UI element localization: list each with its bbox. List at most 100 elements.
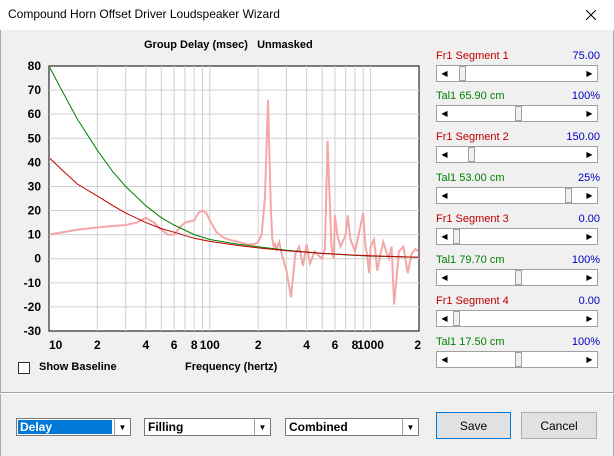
- scroll-right-icon[interactable]: ▶: [586, 69, 593, 78]
- scroll-left-icon[interactable]: ◀: [441, 69, 448, 78]
- segment-label: Tal1 65.90 cm: [436, 90, 505, 102]
- scroll-right-icon[interactable]: ▶: [586, 273, 593, 282]
- scroll-left-icon[interactable]: ◀: [441, 355, 448, 364]
- x-tick-label: 8: [191, 338, 198, 352]
- show-baseline-label[interactable]: Show Baseline: [39, 361, 117, 373]
- segment-slider[interactable]: ◀ ▶: [436, 146, 598, 163]
- segment-slider[interactable]: ◀ ▶: [436, 105, 598, 122]
- plot-area: [48, 65, 420, 332]
- segment-slider[interactable]: ◀ ▶: [436, 269, 598, 286]
- combined-value: Combined: [289, 420, 348, 434]
- segment-control-7: Fr1 Segment 4 0.00 ◀ ▶: [434, 295, 600, 333]
- x-tick-label: 100: [200, 338, 220, 352]
- x-tick-label: 2: [414, 338, 421, 352]
- segment-label: Fr1 Segment 1: [436, 50, 509, 62]
- slider-thumb[interactable]: [453, 311, 460, 326]
- window-border-left: [0, 30, 1, 456]
- segment-label: Fr1 Segment 4: [436, 295, 509, 307]
- segment-control-4: Tal1 53.00 cm 25% ◀ ▶: [434, 172, 600, 210]
- slider-thumb[interactable]: [459, 66, 467, 81]
- filling-select[interactable]: Filling ▼: [144, 418, 271, 436]
- slider-thumb[interactable]: [515, 270, 522, 285]
- slider-thumb[interactable]: [564, 188, 572, 203]
- cancel-button[interactable]: Cancel: [521, 412, 597, 439]
- segment-control-6: Tal1 79.70 cm 100% ◀ ▶: [434, 254, 600, 292]
- segment-slider[interactable]: ◀ ▶: [436, 351, 598, 368]
- y-tick-label: 0: [34, 252, 41, 266]
- segment-control-2: Tal1 65.90 cm 100% ◀ ▶: [434, 90, 600, 128]
- scroll-right-icon[interactable]: ▶: [586, 109, 593, 118]
- segment-slider[interactable]: ◀ ▶: [436, 228, 598, 245]
- segment-value: 25%: [577, 172, 600, 184]
- segment-value: 0.00: [578, 295, 600, 307]
- y-tick-label: 70: [28, 83, 42, 97]
- segment-label: Tal1 17.50 cm: [436, 336, 505, 348]
- chevron-down-icon[interactable]: ▼: [254, 419, 270, 435]
- x-tick-label: 2: [255, 338, 262, 352]
- x-axis-label: Frequency (hertz): [185, 361, 278, 373]
- separator: [0, 392, 614, 394]
- slider-thumb[interactable]: [467, 147, 475, 162]
- y-tick-label: -30: [24, 324, 42, 338]
- title-bar: Compound Horn Offset Driver Loudspeaker …: [0, 0, 614, 30]
- chevron-down-icon[interactable]: ▼: [114, 419, 130, 435]
- plot-type-value: Delay: [18, 420, 112, 434]
- y-tick-label: 80: [28, 59, 42, 73]
- scroll-left-icon[interactable]: ◀: [441, 273, 448, 282]
- x-tick-label: 6: [332, 338, 339, 352]
- close-icon: [586, 10, 596, 20]
- segment-label: Tal1 79.70 cm: [436, 254, 505, 266]
- segment-value: 150.00: [566, 131, 600, 143]
- filling-value: Filling: [148, 420, 184, 434]
- y-tick-label: 60: [28, 107, 42, 121]
- plot-type-select[interactable]: Delay ▼: [16, 418, 131, 436]
- show-baseline-checkbox[interactable]: [18, 362, 30, 374]
- segment-value: 100%: [571, 336, 600, 348]
- scroll-left-icon[interactable]: ◀: [441, 232, 448, 241]
- cancel-button-label: Cancel: [540, 418, 578, 433]
- slider-thumb[interactable]: [515, 106, 522, 121]
- scroll-right-icon[interactable]: ▶: [586, 191, 593, 200]
- segment-slider[interactable]: ◀ ▶: [436, 187, 598, 204]
- scroll-right-icon[interactable]: ▶: [586, 355, 593, 364]
- segment-control-8: Tal1 17.50 cm 100% ◀ ▶: [434, 336, 600, 374]
- y-tick-label: 50: [28, 131, 42, 145]
- y-tick-label: 10: [28, 228, 42, 242]
- y-tick-label: -20: [24, 300, 42, 314]
- y-tick-label: 40: [28, 155, 42, 169]
- segment-label: Fr1 Segment 3: [436, 213, 509, 225]
- window-title: Compound Horn Offset Driver Loudspeaker …: [8, 7, 280, 21]
- slider-thumb[interactable]: [453, 229, 460, 244]
- segment-control-5: Fr1 Segment 3 0.00 ◀ ▶: [434, 213, 600, 251]
- close-button[interactable]: [568, 0, 614, 30]
- save-button[interactable]: Save: [436, 412, 511, 439]
- x-tick-label: 6: [171, 338, 178, 352]
- x-tick-label: 10: [49, 338, 63, 352]
- scroll-right-icon[interactable]: ▶: [586, 232, 593, 241]
- segment-slider[interactable]: ◀ ▶: [436, 310, 598, 327]
- save-button-label: Save: [459, 418, 488, 433]
- combined-select[interactable]: Combined ▼: [285, 418, 419, 436]
- x-tick-label: 1000: [357, 338, 384, 352]
- scroll-right-icon[interactable]: ▶: [586, 150, 593, 159]
- segment-value: 100%: [571, 90, 600, 102]
- segment-value: 100%: [571, 254, 600, 266]
- chart-title: Group Delay (msec): [144, 39, 248, 51]
- y-tick-label: 20: [28, 204, 42, 218]
- series-line-3: [50, 99, 418, 305]
- chevron-down-icon[interactable]: ▼: [402, 419, 418, 435]
- chart-header: Group Delay (msec) Unmasked: [144, 39, 313, 51]
- x-tick-label: 4: [303, 338, 310, 352]
- scroll-left-icon[interactable]: ◀: [441, 109, 448, 118]
- segment-value: 75.00: [572, 50, 600, 62]
- segment-label: Fr1 Segment 2: [436, 131, 509, 143]
- slider-thumb[interactable]: [515, 352, 522, 367]
- x-tick-label: 4: [142, 338, 149, 352]
- series-line-2: [50, 157, 418, 258]
- segment-slider[interactable]: ◀ ▶: [436, 65, 598, 82]
- scroll-left-icon[interactable]: ◀: [441, 314, 448, 323]
- scroll-left-icon[interactable]: ◀: [441, 191, 448, 200]
- scroll-right-icon[interactable]: ▶: [586, 314, 593, 323]
- scroll-left-icon[interactable]: ◀: [441, 150, 448, 159]
